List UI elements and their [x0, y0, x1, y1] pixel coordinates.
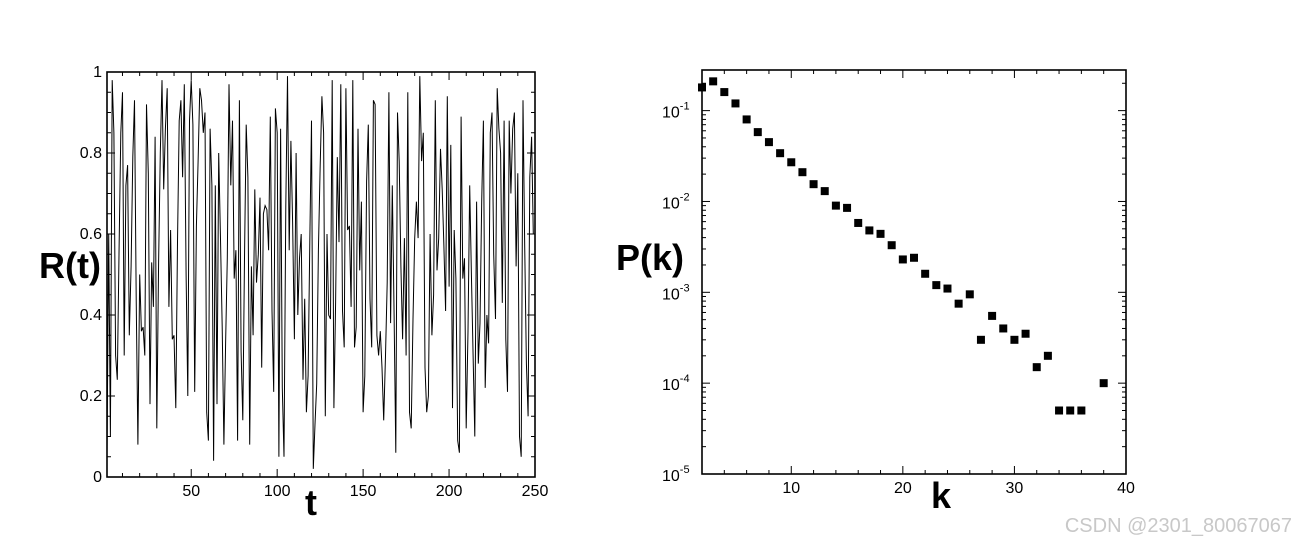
pk-data-point	[854, 218, 863, 227]
pk-data-point	[910, 253, 918, 262]
pk-data-point	[1043, 351, 1052, 360]
rt-x-tick-label: 50	[182, 483, 200, 500]
rt-x-tick-label: 100	[264, 483, 291, 500]
pk-data-point	[865, 226, 874, 235]
pk-y-tick-base: 10	[662, 377, 680, 394]
rt-x-tick-label: 250	[522, 483, 549, 500]
chart-rt: 50 100 150 200 250 0 0.2 0.4 0.6 0.8 1 t R(t)	[39, 64, 548, 523]
pk-y-tick-label: 10-4	[662, 373, 690, 394]
pk-data-point	[843, 203, 852, 212]
pk-x-axis-label: k	[931, 475, 952, 516]
pk-data-point	[798, 168, 807, 177]
pk-data-point	[809, 180, 818, 189]
pk-y-tick-base: 10	[662, 195, 680, 212]
rt-y-tick-label: 0.2	[80, 388, 102, 405]
pk-data-point	[988, 311, 997, 320]
pk-data-point	[1032, 363, 1041, 372]
pk-y-tick-exponent: -5	[680, 464, 690, 476]
pk-data-point	[965, 290, 974, 299]
pk-x-tick-label: 30	[1006, 480, 1024, 497]
pk-data-point	[731, 99, 740, 108]
pk-data-point	[709, 77, 718, 86]
rt-x-axis-label: t	[305, 482, 317, 523]
rt-y-tick-label: 0.6	[80, 226, 102, 243]
pk-y-tick-exponent: -2	[680, 191, 690, 203]
pk-data-point	[787, 158, 796, 167]
pk-data-point	[954, 299, 963, 308]
pk-data-point	[1066, 406, 1075, 415]
pk-data-point	[876, 229, 885, 238]
pk-data-point	[831, 201, 840, 210]
rt-series-line	[106, 76, 534, 469]
pk-plot-frame	[701, 69, 1127, 475]
pk-y-tick-label: 10-5	[662, 464, 690, 485]
rt-x-tick-label: 150	[350, 483, 377, 500]
pk-y-tick-base: 10	[662, 286, 680, 303]
pk-y-axis-label: P(k)	[616, 237, 684, 278]
pk-data-point	[921, 269, 930, 278]
pk-data-point	[1077, 406, 1086, 415]
pk-series-points	[698, 77, 1108, 415]
pk-data-point	[820, 187, 829, 196]
pk-y-tick-exponent: -1	[680, 101, 690, 113]
pk-data-point	[1099, 379, 1108, 388]
rt-y-tick-label: 0.4	[80, 307, 102, 324]
pk-data-point	[1055, 406, 1064, 415]
pk-data-point	[753, 128, 762, 137]
pk-data-point	[776, 149, 785, 158]
pk-data-point	[976, 335, 985, 344]
pk-data-point	[898, 255, 907, 264]
rt-y-tick-label: 1	[93, 64, 102, 81]
pk-x-tick-label: 20	[894, 480, 912, 497]
pk-data-point	[742, 115, 751, 124]
watermark-text: CSDN @2301_80067067	[1064, 515, 1292, 537]
pk-x-tick-label: 10	[782, 480, 800, 497]
pk-y-tick-label: 10-2	[662, 191, 690, 212]
pk-y-tick-base: 10	[662, 105, 680, 122]
pk-data-point	[932, 281, 941, 290]
pk-y-tick-exponent: -4	[680, 373, 690, 385]
pk-data-point	[999, 324, 1008, 333]
pk-x-tick-label: 40	[1117, 480, 1135, 497]
pk-data-point	[887, 241, 896, 250]
pk-data-point	[1010, 335, 1019, 344]
rt-ticks: 50 100 150 200 250 0 0.2 0.4 0.6 0.8 1	[80, 64, 549, 500]
pk-data-point	[1021, 329, 1030, 338]
rt-y-tick-label: 0.8	[80, 145, 102, 162]
rt-x-tick-label: 200	[436, 483, 463, 500]
pk-y-tick-label: 10-3	[662, 282, 690, 303]
pk-data-point	[720, 88, 729, 97]
rt-y-tick-label: 0	[93, 469, 102, 486]
pk-y-tick-base: 10	[662, 468, 680, 485]
pk-data-point	[943, 284, 952, 293]
pk-data-point	[764, 138, 773, 147]
pk-y-tick-exponent: -3	[680, 282, 690, 294]
rt-y-axis-label: R(t)	[39, 245, 101, 286]
pk-y-tick-label: 10-1	[662, 101, 690, 122]
